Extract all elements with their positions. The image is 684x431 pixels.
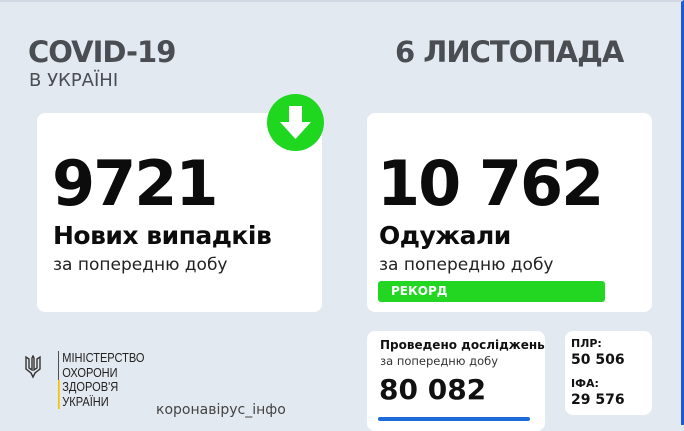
- recovered-card: 10 762 Одужали за попередню добу: [367, 113, 652, 312]
- ministry-logo-text: МІНІСТЕРСТВО ОХОРОНИ ЗДОРОВ'Я УКРАЇНИ: [58, 350, 145, 409]
- ifa-value: 29 576: [571, 392, 625, 408]
- recovered-value: 10 762: [377, 147, 604, 220]
- arrow-down-icon: [267, 94, 324, 151]
- tests-label: Проведено досліджень: [380, 338, 545, 352]
- trident-icon: [24, 354, 42, 383]
- logo-yellow-bar: [58, 380, 60, 409]
- ifa-label: ІФА:: [571, 377, 599, 390]
- ministry-line: ЗДОРОВ'Я: [62, 379, 119, 394]
- ministry-line: УКРАЇНИ: [62, 393, 109, 409]
- tests-period: за попередню добу: [380, 354, 499, 368]
- recovered-label: Одужали: [379, 221, 511, 250]
- new-cases-card: 9721 Нових випадків за попередню добу: [37, 113, 322, 312]
- record-badge: РЕКОРД: [378, 281, 605, 302]
- date: 6 ЛИСТОПАДА: [395, 35, 624, 69]
- ministry-line: МІНІСТЕРСТВО: [62, 350, 145, 365]
- recovered-period: за попередню добу: [379, 255, 554, 275]
- tests-card: Проведено досліджень за попередню добу 8…: [367, 331, 545, 431]
- pcr-label: ПЛР:: [571, 337, 602, 350]
- page-subtitle: В УКРАЇНІ: [29, 70, 119, 91]
- new-cases-period: за попередню добу: [53, 255, 228, 275]
- new-cases-value: 9721: [52, 147, 219, 220]
- page-title: COVID-19: [28, 35, 176, 69]
- test-types-card: ПЛР: 50 506 ІФА: 29 576: [565, 331, 652, 415]
- pcr-value: 50 506: [571, 352, 625, 368]
- ministry-line: ОХОРОНИ: [62, 364, 118, 380]
- new-cases-label: Нових випадків: [53, 221, 272, 250]
- tests-value: 80 082: [379, 373, 487, 406]
- site-name: коронавірус_інфо: [156, 402, 286, 418]
- tests-bar: [378, 417, 530, 421]
